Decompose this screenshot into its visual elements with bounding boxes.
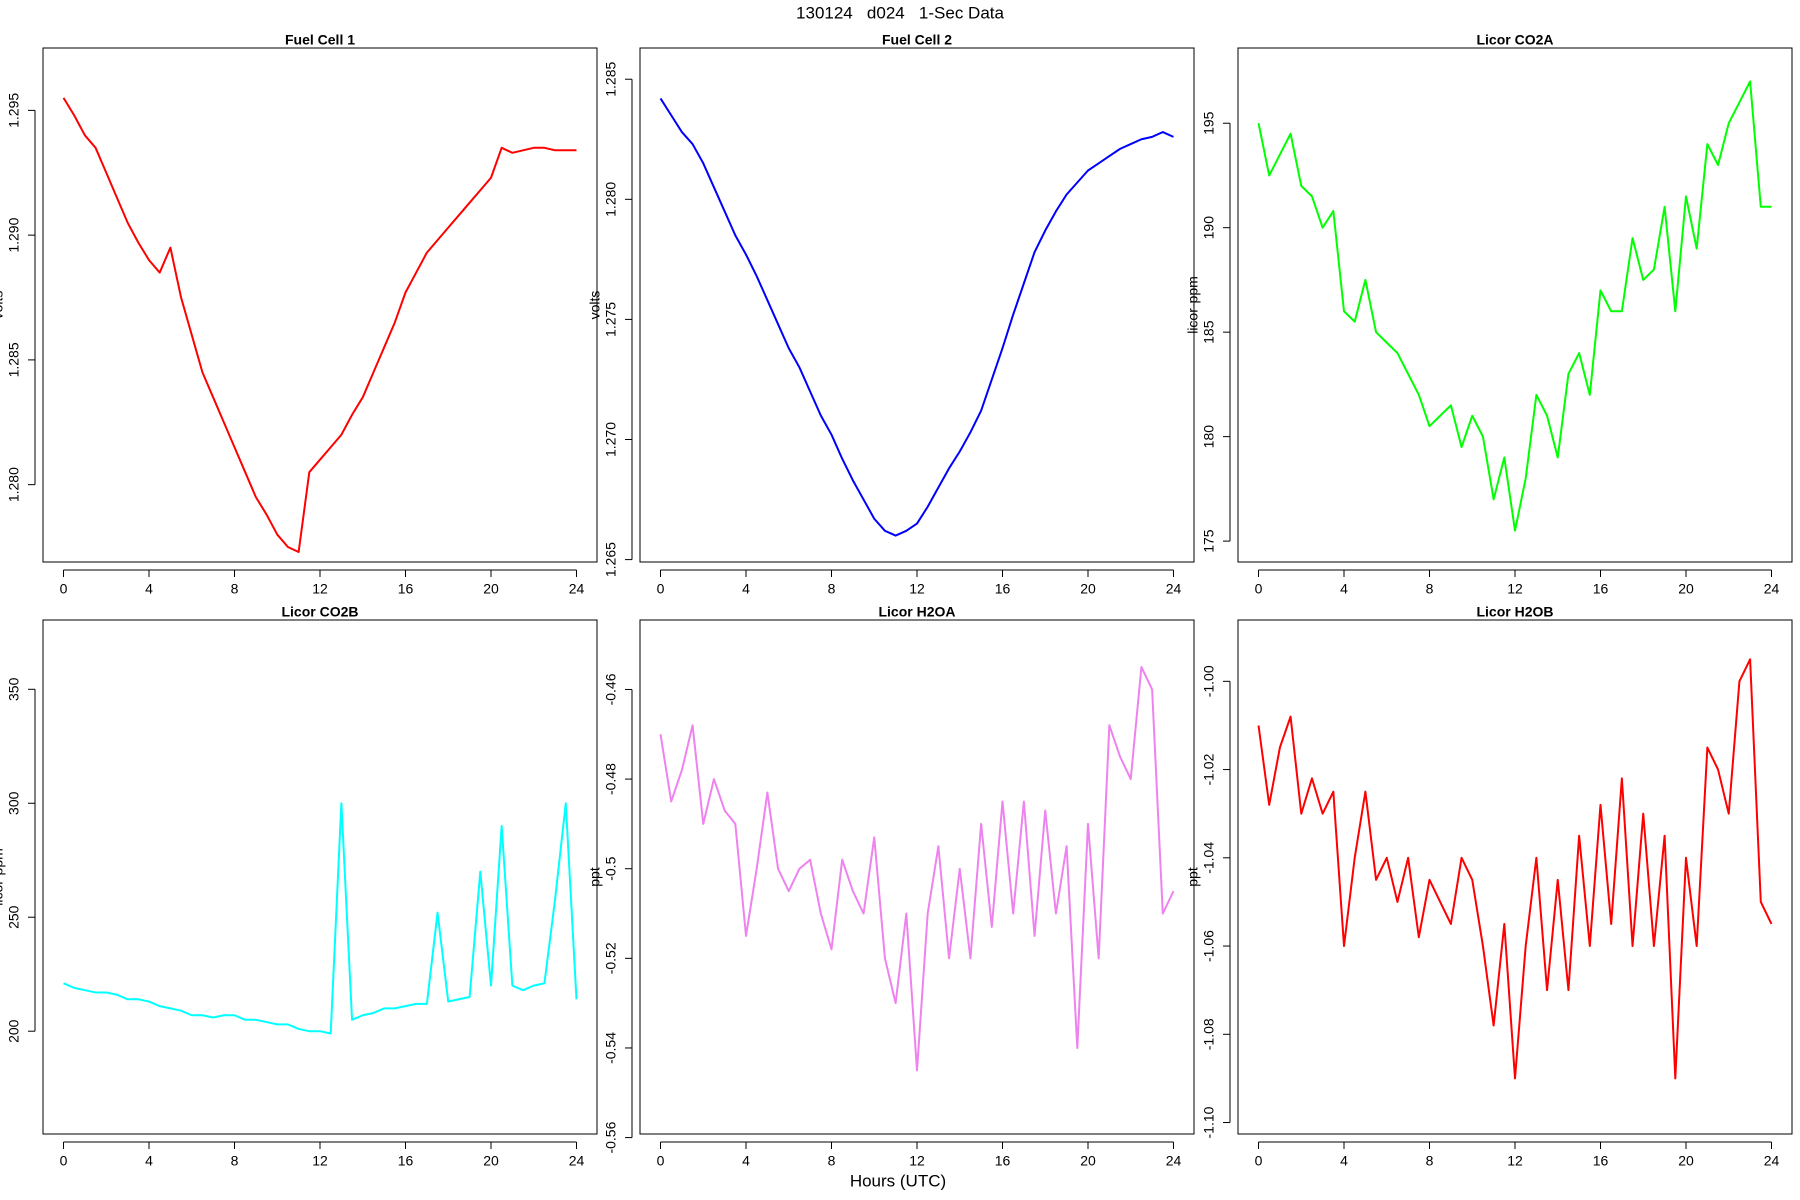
x-tick-label: 24: [569, 1153, 585, 1169]
x-tick-label: 24: [1764, 1153, 1780, 1169]
plot-box: [42, 619, 598, 1135]
y-axis-label: licor-ppm: [0, 848, 6, 906]
x-tick-label: 12: [312, 1153, 328, 1169]
plot-box: [639, 619, 1195, 1135]
panel-title: Licor CO2A: [1476, 32, 1553, 48]
data-line: [1257, 658, 1773, 1080]
panel-title: Licor H2OB: [1476, 604, 1553, 620]
x-tick-label: 16: [398, 1153, 414, 1169]
x-tick-label: 0: [657, 581, 665, 597]
y-tick-label: 175: [1201, 529, 1217, 553]
y-tick-label: 250: [6, 905, 22, 929]
x-tick-label: 20: [483, 581, 499, 597]
y-tick-label: -0.46: [603, 673, 619, 705]
x-tick-label: 20: [1080, 581, 1096, 597]
panel-title: Fuel Cell 1: [285, 32, 355, 48]
x-tick-label: 20: [1678, 581, 1694, 597]
x-tick-label: 16: [398, 581, 414, 597]
page-title: 130124 d024 1-Sec Data: [796, 3, 1004, 22]
x-tick-label: 24: [1166, 1153, 1182, 1169]
x-tick-label: 4: [742, 581, 750, 597]
plot-box: [42, 47, 598, 563]
plot-box: [639, 47, 1195, 563]
x-tick-label: 20: [1678, 1153, 1694, 1169]
y-tick-label: 350: [6, 677, 22, 701]
plot-box: [1237, 47, 1793, 563]
y-tick-label: 1.285: [603, 61, 619, 96]
y-tick-label: 1.290: [6, 217, 22, 252]
x-tick-label: 0: [60, 581, 68, 597]
x-tick-label: 4: [145, 581, 153, 597]
plot-box: [1237, 619, 1793, 1135]
data-line: [659, 97, 1174, 537]
x-tick-label: 8: [828, 1153, 836, 1169]
y-tick-label: 1.285: [6, 342, 22, 377]
x-tick-label: 12: [312, 581, 328, 597]
x-tick-label: 8: [1426, 581, 1434, 597]
x-tick-label: 24: [1166, 581, 1182, 597]
x-tick-label: 16: [1593, 581, 1609, 597]
y-tick-label: -1.10: [1201, 1106, 1217, 1138]
x-tick-label: 24: [1764, 581, 1780, 597]
y-tick-label: 1.295: [6, 93, 22, 128]
x-tick-label: 0: [1255, 1153, 1263, 1169]
x-tick-label: 12: [1507, 1153, 1523, 1169]
y-axis-label: ppt: [1185, 867, 1201, 887]
y-axis-label: ppt: [587, 867, 603, 887]
y-tick-label: 1.270: [603, 422, 619, 457]
panel-title: Licor H2OA: [878, 604, 955, 620]
x-tick-label: 4: [1340, 1153, 1348, 1169]
data-line: [63, 802, 578, 1035]
x-tick-label: 20: [483, 1153, 499, 1169]
y-tick-label: -1.06: [1201, 930, 1217, 962]
y-tick-label: -0.52: [603, 942, 619, 974]
panel-title: Fuel Cell 2: [882, 32, 952, 48]
x-tick-label: 8: [1426, 1153, 1434, 1169]
x-tick-label: 8: [231, 1153, 239, 1169]
x-tick-label: 20: [1080, 1153, 1096, 1169]
x-tick-label: 0: [1255, 581, 1263, 597]
y-tick-label: 1.265: [603, 542, 619, 577]
x-tick-label: 0: [657, 1153, 665, 1169]
y-axis-label: volts: [0, 291, 6, 320]
x-axis-label: Hours (UTC): [850, 1171, 946, 1190]
x-tick-label: 12: [909, 581, 925, 597]
x-tick-label: 4: [145, 1153, 153, 1169]
y-tick-label: -1.04: [1201, 842, 1217, 874]
data-line: [659, 666, 1175, 1072]
y-tick-label: 180: [1201, 425, 1217, 449]
y-tick-label: 195: [1201, 111, 1217, 135]
x-tick-label: 8: [828, 581, 836, 597]
y-tick-label: 1.275: [603, 302, 619, 337]
y-tick-label: 300: [6, 791, 22, 815]
y-tick-label: -1.00: [1201, 665, 1217, 697]
x-tick-label: 12: [1507, 581, 1523, 597]
x-tick-label: 8: [231, 581, 239, 597]
y-tick-label: -0.5: [603, 856, 619, 880]
x-tick-label: 0: [60, 1153, 68, 1169]
y-tick-label: -1.02: [1201, 753, 1217, 785]
y-tick-label: 200: [6, 1019, 22, 1043]
y-tick-label: -0.48: [603, 763, 619, 795]
x-tick-label: 24: [569, 581, 585, 597]
data-line: [1257, 80, 1772, 532]
y-tick-label: -0.56: [603, 1121, 619, 1153]
y-axis-label: licor-ppm: [1185, 276, 1201, 334]
x-tick-label: 16: [1593, 1153, 1609, 1169]
y-tick-label: 185: [1201, 320, 1217, 344]
data-line: [62, 97, 577, 554]
x-tick-label: 16: [995, 1153, 1011, 1169]
y-tick-label: -1.08: [1201, 1018, 1217, 1050]
x-tick-label: 4: [742, 1153, 750, 1169]
x-tick-label: 12: [909, 1153, 925, 1169]
y-tick-label: -0.54: [603, 1032, 619, 1064]
y-tick-label: 1.280: [603, 182, 619, 217]
x-tick-label: 16: [995, 581, 1011, 597]
y-tick-label: 1.280: [6, 467, 22, 502]
x-tick-label: 4: [1340, 581, 1348, 597]
y-axis-label: volts: [587, 291, 603, 320]
panel-title: Licor CO2B: [281, 604, 358, 620]
y-tick-label: 190: [1201, 216, 1217, 240]
